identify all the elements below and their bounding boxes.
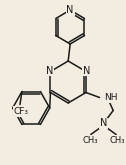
Text: N: N <box>83 66 91 76</box>
Text: CH₃: CH₃ <box>109 136 125 145</box>
Text: CH₃: CH₃ <box>82 136 98 145</box>
Text: CF₃: CF₃ <box>13 107 28 116</box>
Text: NH: NH <box>104 93 118 102</box>
Text: N: N <box>46 66 53 76</box>
Text: N: N <box>100 118 107 129</box>
Text: N: N <box>66 5 74 15</box>
